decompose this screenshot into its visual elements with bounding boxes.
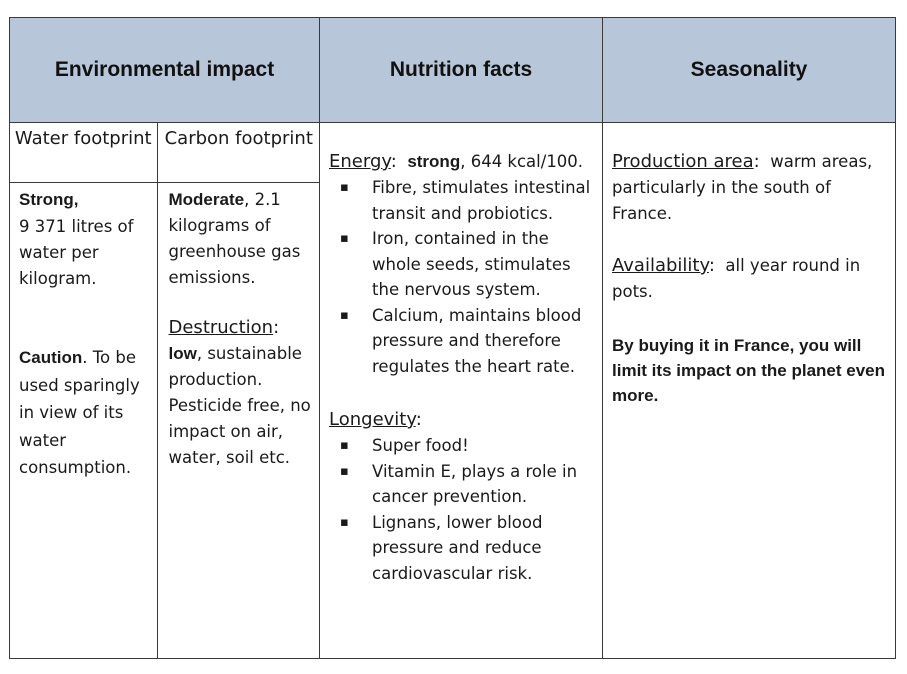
nutrition-cell: Energy: strong, 644 kcal/100. Fibre, sti… bbox=[319, 122, 604, 659]
energy-list: Fibre, stimulates intestinal transit and… bbox=[329, 175, 596, 379]
water-amount: 9 371 litres of water per kilogram. bbox=[19, 217, 134, 288]
carbon-footprint-heading: Carbon footprint bbox=[156, 123, 320, 183]
carbon-footprint-cell: Moderate, 2.1 kilograms of greenhouse ga… bbox=[156, 182, 320, 658]
carbon-amount: , 2.1 kilograms of greenhouse gas emissi… bbox=[168, 190, 301, 287]
list-item: Iron, contained in the whole seeds, stim… bbox=[329, 226, 596, 303]
destruction-desc: , sustainable production. Pesticide free… bbox=[168, 344, 311, 467]
production-label: Production area bbox=[612, 151, 754, 172]
water-level: Strong, bbox=[19, 190, 79, 209]
content-row: Water footprint Carbon footprint Strong,… bbox=[8, 122, 897, 659]
buy-local-note: By buying it in France, you will limit i… bbox=[612, 336, 886, 405]
info-table: Environmental impact Nutrition facts Sea… bbox=[8, 17, 897, 659]
list-item: Super food! bbox=[329, 433, 596, 459]
availability-text: all year round in pots. bbox=[612, 256, 861, 301]
destruction-text: low, sustainable production. Pesticide f… bbox=[169, 341, 315, 471]
environmental-subtable: Water footprint Carbon footprint Strong,… bbox=[10, 123, 320, 658]
header-seasonality: Seasonality bbox=[602, 17, 897, 123]
longevity-heading: Longevity: bbox=[329, 409, 422, 430]
caution-label: Caution bbox=[19, 348, 83, 367]
destruction-heading: Destruction bbox=[168, 317, 274, 338]
availability: Availability: all year round in pots. bbox=[612, 255, 861, 301]
header-nutrition-facts: Nutrition facts bbox=[319, 17, 604, 123]
list-item: Vitamin E, plays a role in cancer preven… bbox=[329, 459, 596, 510]
water-footprint-cell: Strong, 9 371 litres of water per kilogr… bbox=[10, 182, 158, 658]
longevity-list: Super food! Vitamin E, plays a role in c… bbox=[329, 433, 596, 586]
energy-value: , 644 kcal/100. bbox=[460, 152, 584, 171]
environmental-cell: Water footprint Carbon footprint Strong,… bbox=[8, 122, 321, 659]
production-area: Production area: warm areas, particularl… bbox=[612, 151, 873, 223]
carbon-level: Moderate bbox=[168, 190, 245, 209]
caution-text: . To be used sparingly in view of its wa… bbox=[19, 348, 140, 477]
list-item: Lignans, lower blood pressure and reduce… bbox=[329, 510, 596, 587]
seasonality-cell: Production area: warm areas, particularl… bbox=[602, 122, 897, 659]
list-item: Fibre, stimulates intestinal transit and… bbox=[329, 175, 596, 226]
production-text: warm areas, particularly in the south of… bbox=[612, 152, 873, 223]
carbon-text: Moderate, 2.1 kilograms of greenhouse ga… bbox=[169, 187, 315, 291]
destruction-level: low bbox=[168, 344, 197, 363]
availability-label: Availability bbox=[612, 255, 709, 276]
energy-label: Energy bbox=[329, 151, 391, 172]
info-table-container: Environmental impact Nutrition facts Sea… bbox=[8, 17, 897, 659]
energy-line: Energy: strong, 644 kcal/100. bbox=[329, 151, 584, 172]
list-item: Calcium, maintains blood pressure and th… bbox=[329, 303, 596, 380]
energy-level: strong bbox=[407, 152, 461, 171]
water-caution: Caution. To be used sparingly in view of… bbox=[19, 344, 151, 482]
water-footprint-heading: Water footprint bbox=[10, 123, 158, 183]
header-row: Environmental impact Nutrition facts Sea… bbox=[8, 17, 897, 123]
header-environmental-impact: Environmental impact bbox=[8, 17, 321, 123]
